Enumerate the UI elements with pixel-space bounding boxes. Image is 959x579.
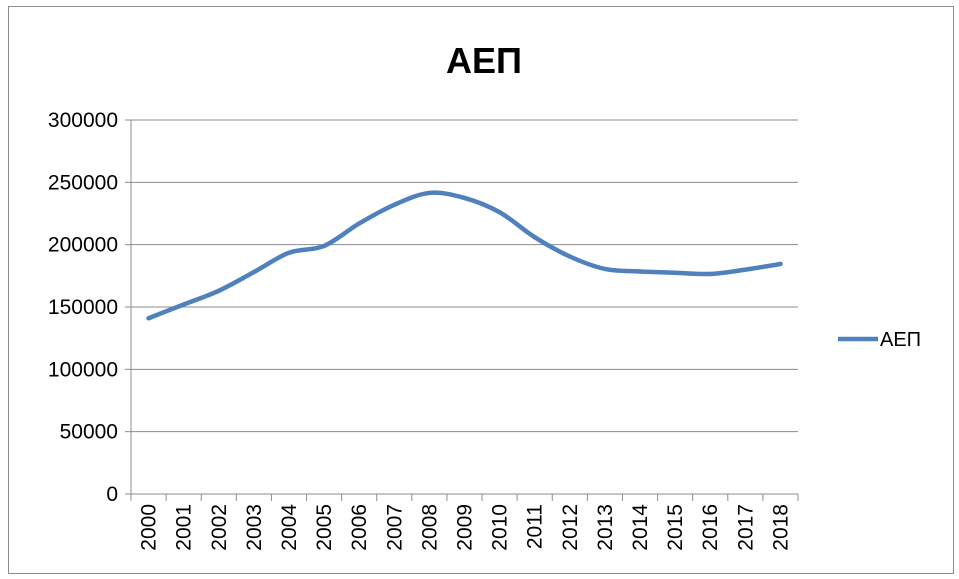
data-point-2000: [146, 316, 151, 321]
data-point-2001: [181, 302, 186, 307]
y-tick-label-300000: 300000: [48, 109, 118, 132]
data-point-2003: [251, 269, 257, 275]
x-tick-label-2001: 2001: [173, 504, 196, 551]
x-axis: 2000 2001 2002 2003 2004 2005 2006 2007 2008 2009…: [130, 493, 799, 551]
legend-label-aep: ΑΕΠ: [880, 329, 921, 351]
data-point-2006: [356, 221, 362, 226]
y-tick-label-100000: 100000: [48, 358, 118, 381]
x-tick-label-2017: 2017: [734, 504, 757, 551]
chart-frame: [8, 6, 954, 574]
data-point-2014: [637, 269, 643, 274]
x-tick-label-2013: 2013: [594, 504, 617, 551]
data-point-2007: [392, 202, 397, 207]
data-point-2005: [321, 243, 327, 249]
x-tick-label-2003: 2003: [243, 504, 266, 551]
series-line-0: [146, 190, 783, 321]
data-point-2002: [216, 288, 221, 293]
x-tick-label-2006: 2006: [348, 504, 371, 551]
data-point-2012: [567, 254, 573, 259]
x-tick-label-2016: 2016: [699, 504, 722, 551]
x-tick-label-2015: 2015: [664, 504, 687, 551]
x-tick-label-2014: 2014: [629, 504, 652, 551]
x-tick-label-2004: 2004: [278, 504, 301, 551]
y-tick-label-50000: 50000: [60, 421, 118, 444]
y-tick-label-0: 0: [106, 483, 118, 506]
data-point-2008: [427, 190, 432, 196]
grid-lines: [131, 119, 798, 433]
x-tick-label-2008: 2008: [418, 504, 441, 551]
data-point-2009: [462, 195, 467, 201]
y-axis: 0 50000 100000 150000 200000 250000 300000: [48, 109, 132, 506]
x-tick-label-2007: 2007: [383, 504, 406, 551]
series-group: [146, 190, 783, 321]
data-point-2018: [778, 261, 783, 267]
x-tick-label-2012: 2012: [559, 504, 582, 551]
data-point-2017: [743, 267, 748, 272]
x-tick-label-2011: 2011: [524, 504, 547, 549]
data-point-2004: [286, 250, 292, 255]
x-tick-label-2010: 2010: [489, 504, 512, 551]
y-tick-label-200000: 200000: [48, 234, 118, 257]
data-point-2016: [708, 271, 713, 277]
x-tick-label-2005: 2005: [313, 504, 336, 551]
legend: ΑΕΠ: [838, 329, 921, 351]
x-tick-label-2009: 2009: [454, 504, 477, 551]
y-tick-label-250000: 250000: [48, 171, 118, 194]
data-point-2015: [672, 270, 678, 275]
x-tick-label-2002: 2002: [208, 504, 231, 551]
y-tick-label-150000: 150000: [48, 296, 118, 319]
x-tick-label-2018: 2018: [769, 504, 792, 551]
chart-title: ΑΕΠ: [446, 40, 522, 81]
data-point-2013: [602, 266, 608, 272]
data-point-2010: [497, 210, 502, 215]
data-point-2011: [532, 234, 537, 240]
x-tick-label-2000: 2000: [138, 504, 161, 551]
